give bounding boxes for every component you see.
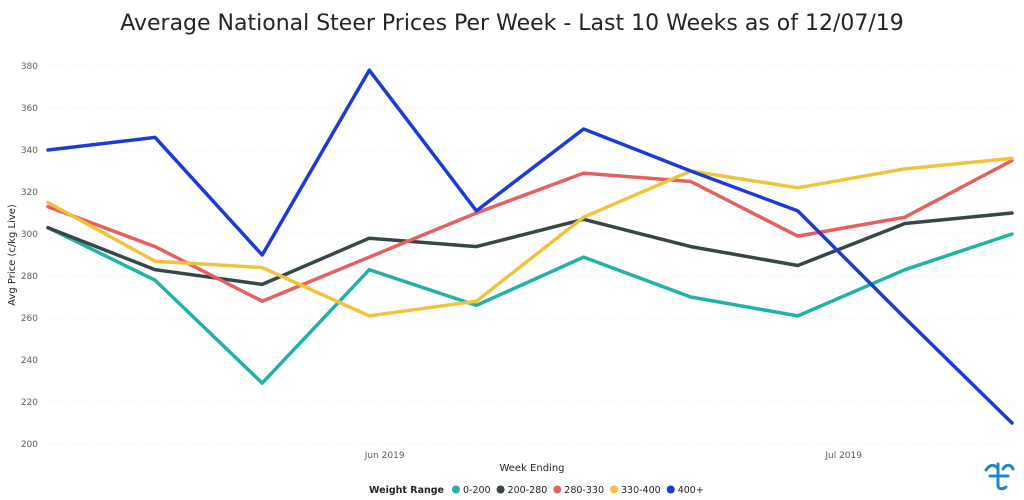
legend-swatch — [553, 485, 562, 494]
y-tick-label: 340 — [21, 146, 38, 156]
x-tick-label: Jun 2019 — [364, 451, 405, 461]
chart-title: Average National Steer Prices Per Week -… — [120, 11, 904, 36]
series-lines — [46, 68, 1014, 425]
series-line-400+ — [46, 68, 1014, 425]
legend-swatch — [666, 485, 675, 494]
legend-item: 200-280 — [508, 485, 548, 496]
x-axis: Jun 2019 Jul 2019 — [364, 451, 863, 461]
series-line-200-280 — [46, 211, 1014, 287]
legend-item: 400+ — [678, 485, 704, 496]
series-line-0-200 — [46, 225, 1014, 385]
y-axis-label: Avg Price (c/kg Live) — [7, 204, 18, 306]
legend-item: 330-400 — [621, 485, 661, 496]
y-tick-label: 300 — [21, 230, 38, 240]
series-line-280-330 — [46, 158, 1014, 303]
y-tick-label: 360 — [21, 104, 38, 114]
x-tick-label: Jul 2019 — [824, 451, 862, 461]
y-tick-label: 240 — [21, 356, 38, 366]
x-axis-label: Week Ending — [499, 463, 564, 474]
y-tick-label: 320 — [21, 188, 38, 198]
legend-swatch — [451, 485, 460, 494]
legend-swatch — [496, 485, 505, 494]
legend-item: 280-330 — [564, 485, 604, 496]
y-tick-label: 380 — [21, 62, 38, 72]
y-tick-label: 280 — [21, 272, 38, 282]
legend-swatch — [610, 485, 618, 494]
series-line-330-400 — [46, 156, 1014, 318]
y-tick-label: 260 — [21, 314, 38, 324]
y-axis: 200 220 240 260 280 300 320 340 360 380 — [21, 62, 38, 450]
legend: Weight Range 0-200 200-280 280-330 330-400 40… — [369, 485, 704, 496]
gridlines — [48, 65, 1012, 445]
y-tick-label: 200 — [21, 440, 38, 450]
y-tick-label: 220 — [21, 398, 38, 408]
brand-logo-icon — [984, 462, 1015, 491]
legend-title: Weight Range — [369, 485, 444, 496]
legend-item: 0-200 — [463, 485, 491, 496]
